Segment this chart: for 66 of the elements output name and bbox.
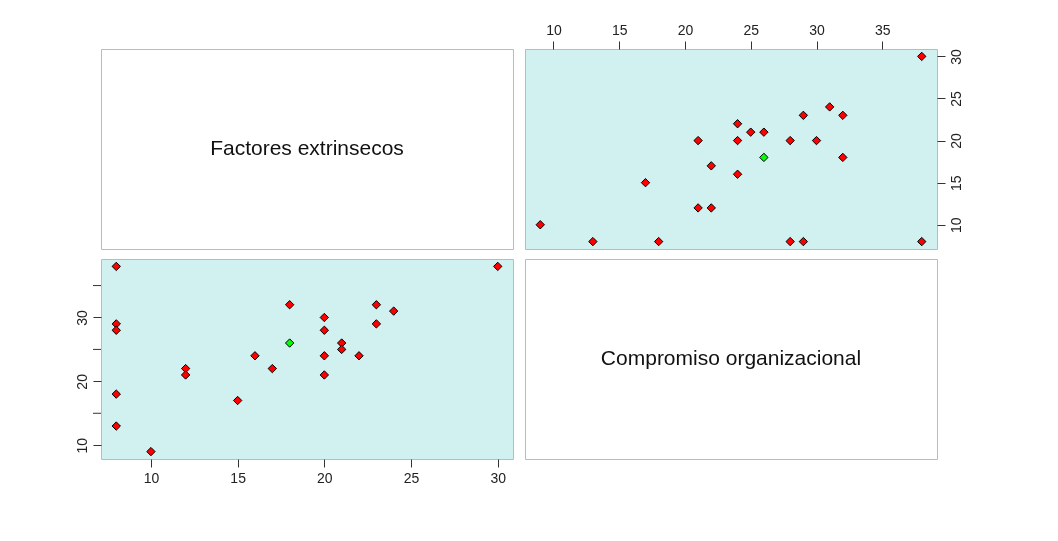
point [111, 421, 121, 431]
point [785, 135, 795, 146]
point [824, 102, 835, 112]
point [250, 351, 260, 361]
point [693, 135, 703, 146]
point [267, 363, 277, 374]
x-tick-label: 25 [403, 469, 420, 486]
point [746, 127, 756, 137]
x-tick-label: 10 [143, 469, 160, 486]
y-tick-label: 15 [947, 175, 964, 191]
point [284, 300, 295, 310]
point [111, 325, 121, 335]
point [319, 370, 330, 380]
point [232, 395, 243, 406]
point [588, 236, 598, 247]
y-tick-label: 30 [73, 310, 90, 326]
point [706, 161, 716, 171]
point [732, 119, 743, 129]
point [284, 338, 295, 348]
point [111, 261, 121, 272]
point [640, 177, 651, 188]
y-tick-label: 10 [73, 437, 90, 454]
y-tick-label: 10 [947, 217, 964, 234]
point [653, 236, 664, 247]
point [706, 203, 716, 213]
point [319, 351, 330, 361]
point [798, 110, 809, 121]
text: Compromiso organizacional [600, 346, 862, 369]
x-tick-label: 25 [743, 21, 760, 38]
x-tick-label: 20 [317, 469, 333, 486]
point [389, 306, 399, 316]
x-tick-label: 10 [546, 21, 562, 38]
text: Factores extrinsecos [210, 136, 404, 159]
point [354, 351, 364, 361]
y-tick-label: 30 [947, 48, 964, 65]
point [759, 152, 769, 163]
x-tick-label: 15 [611, 21, 628, 38]
point [917, 51, 927, 62]
point [146, 446, 156, 457]
y-tick-label: 20 [947, 133, 964, 149]
point [785, 236, 795, 247]
point [838, 152, 848, 163]
x-tick-label: 30 [809, 21, 825, 38]
point [759, 127, 769, 137]
point [319, 325, 330, 335]
point [732, 135, 743, 146]
point [693, 203, 703, 213]
x-tick-label: 20 [677, 21, 694, 38]
x-tick-label: 30 [490, 469, 507, 486]
point [319, 312, 330, 323]
point [838, 110, 848, 121]
point [111, 389, 121, 399]
point [371, 319, 382, 329]
point [917, 236, 927, 247]
point [535, 220, 545, 230]
point [371, 300, 382, 310]
point [811, 135, 822, 146]
y-tick-label: 25 [947, 91, 964, 107]
x-tick-label: 35 [874, 21, 891, 38]
point [493, 261, 503, 272]
point [180, 370, 191, 380]
y-tick-label: 20 [73, 373, 90, 390]
point [337, 344, 347, 355]
x-tick-label: 15 [230, 469, 247, 486]
point [732, 169, 743, 179]
point [798, 236, 809, 247]
